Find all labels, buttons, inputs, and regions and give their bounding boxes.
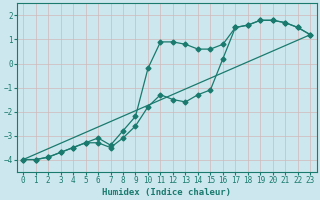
X-axis label: Humidex (Indice chaleur): Humidex (Indice chaleur) (102, 188, 231, 197)
